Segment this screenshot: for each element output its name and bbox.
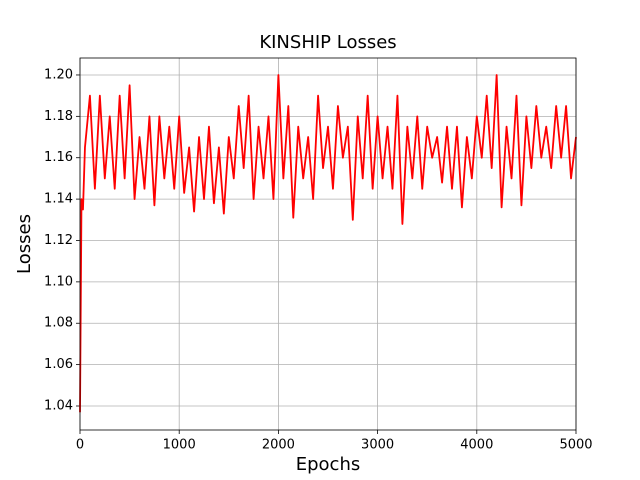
x-tick-label: 1000 bbox=[163, 438, 196, 453]
y-tick-label: 1.12 bbox=[44, 233, 73, 248]
x-tick-label: 0 bbox=[76, 438, 84, 453]
x-tick-label: 5000 bbox=[559, 438, 592, 453]
y-tick-label: 1.20 bbox=[44, 67, 73, 82]
plot-frame bbox=[79, 57, 577, 431]
y-tick-label: 1.08 bbox=[44, 316, 73, 331]
y-tick-label: 1.16 bbox=[44, 150, 73, 165]
y-tick-label: 1.10 bbox=[44, 274, 73, 289]
y-tick-label: 1.04 bbox=[44, 399, 73, 414]
y-axis-label: Losses bbox=[14, 214, 35, 274]
y-tick-label: 1.18 bbox=[44, 109, 73, 124]
chart-title: KINSHIP Losses bbox=[259, 32, 396, 53]
x-tick-label: 2000 bbox=[262, 438, 295, 453]
y-tick-label: 1.06 bbox=[44, 357, 73, 372]
x-tick-label: 4000 bbox=[460, 438, 493, 453]
x-tick-label: 3000 bbox=[361, 438, 394, 453]
x-axis-label: Epochs bbox=[296, 454, 361, 475]
line-series bbox=[79, 74, 577, 413]
y-tick-label: 1.14 bbox=[44, 192, 73, 207]
